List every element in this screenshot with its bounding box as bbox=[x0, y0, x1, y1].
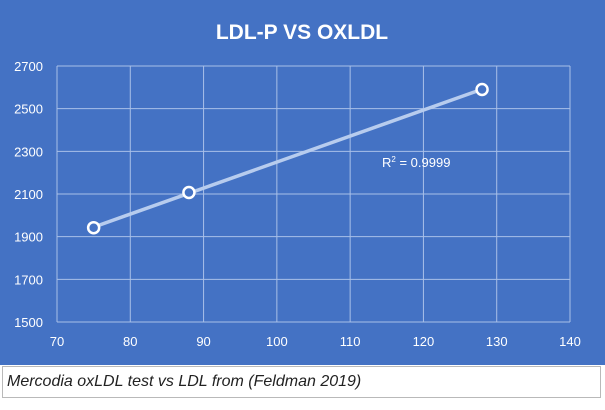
tick-labels: 70 80 90 100 110 120 130 140 1500 1700 1900 2100 230… bbox=[14, 59, 581, 349]
data-point bbox=[182, 185, 196, 200]
x-tick-label: 130 bbox=[486, 334, 508, 349]
x-tick-label: 80 bbox=[123, 334, 137, 349]
x-tick-label: 70 bbox=[50, 334, 64, 349]
trendline-layer bbox=[91, 87, 484, 229]
y-tick-label: 1700 bbox=[14, 272, 43, 287]
r-squared-annotation: R2 = 0.9999 bbox=[382, 155, 450, 170]
data-points bbox=[86, 82, 489, 235]
y-tick-label: 2300 bbox=[14, 144, 43, 159]
y-tick-label: 1500 bbox=[14, 315, 43, 330]
y-tick-label: 2700 bbox=[14, 59, 43, 74]
data-point bbox=[86, 220, 101, 235]
x-tick-label: 140 bbox=[559, 334, 581, 349]
y-tick-label: 1900 bbox=[14, 230, 43, 245]
x-tick-label: 100 bbox=[266, 334, 288, 349]
x-tick-label: 120 bbox=[413, 334, 435, 349]
r-squared-value: = 0.9999 bbox=[396, 155, 451, 170]
figure-caption: Mercodia oxLDL test vs LDL from (Feldman… bbox=[7, 373, 362, 390]
chart-title: LDL-P VS OXLDL bbox=[216, 21, 388, 44]
caption-box: Mercodia oxLDL test vs LDL from (Feldman… bbox=[2, 366, 601, 398]
chart-svg: 70 80 90 100 110 120 130 140 1500 1700 1900 2100 230… bbox=[0, 0, 605, 365]
x-tick-label: 90 bbox=[196, 334, 210, 349]
data-point bbox=[475, 82, 489, 97]
y-tick-label: 2100 bbox=[14, 187, 43, 202]
linear-trendline bbox=[91, 87, 484, 229]
r-squared-prefix: R bbox=[382, 155, 391, 170]
x-tick-label: 110 bbox=[340, 334, 361, 349]
r-squared-superscript: 2 bbox=[391, 155, 396, 164]
chart-background bbox=[0, 0, 605, 365]
y-tick-label: 2500 bbox=[14, 102, 43, 117]
